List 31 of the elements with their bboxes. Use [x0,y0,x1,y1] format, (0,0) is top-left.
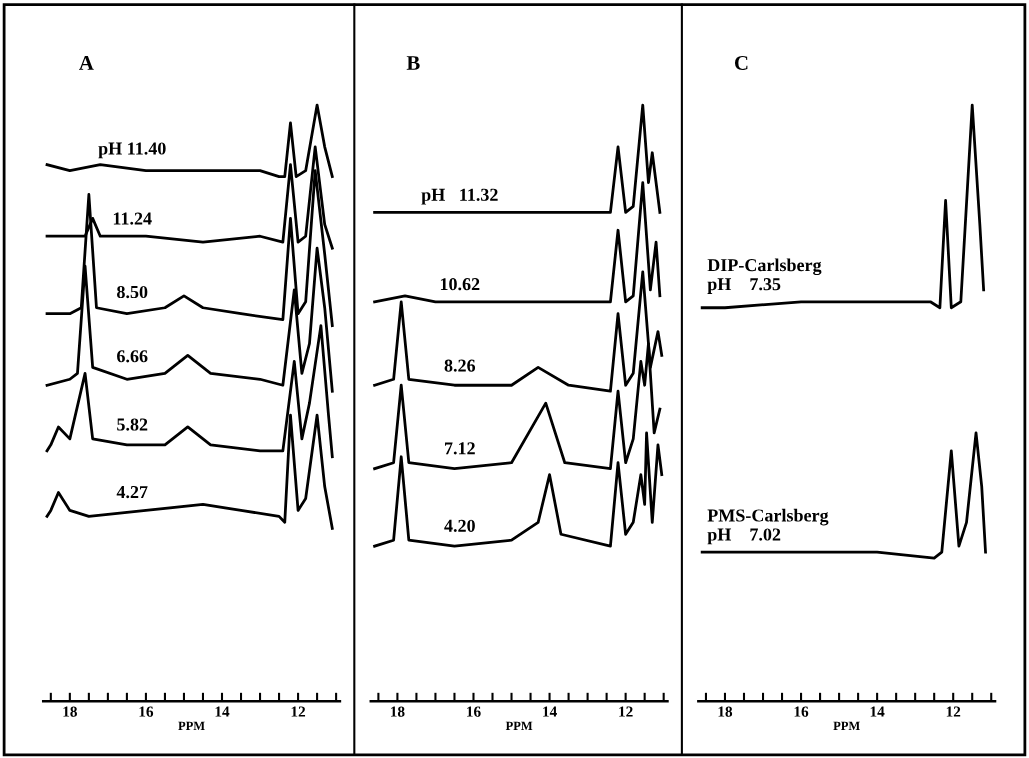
series-label: 4.27 [116,486,148,499]
x-tick-label: 14 [543,706,557,717]
series-label: DIP-Carlsberg pH 7.35 [707,258,822,294]
x-axis-title: PPM [833,721,860,730]
x-tick-label: 14 [215,706,230,717]
series-label: 11.24 [113,212,152,225]
chart-title: A [79,56,94,70]
x-tick-label: 18 [718,706,733,717]
series-label: 8.26 [444,359,476,372]
series-label: pH 11.40 [98,142,166,159]
x-tick-label: 18 [63,706,77,717]
series-label: 7.12 [445,442,475,455]
series-label: 10.62 [440,278,480,291]
x-tick-label: 16 [139,706,154,717]
x-tick-label: 16 [794,706,809,717]
x-tick-label: 18 [391,706,405,717]
x-tick-label: 12 [291,706,306,717]
x-axis-title: PPM [178,721,205,730]
chart-title: B [406,56,420,70]
x-tick-label: 16 [467,706,481,717]
series-label: 5.82 [117,418,148,431]
x-tick-label: 12 [619,706,633,717]
x-tick-label: 12 [946,706,961,717]
series-label: PMS-Carlsberg pH 7.02 [707,508,829,545]
series-label: pH 11.32 [421,188,498,205]
x-tick-label: 14 [870,706,885,717]
series-label: 8.50 [117,285,148,299]
chart-title: C [734,55,748,70]
series-label: 4.20 [444,519,475,532]
x-axis-title: PPM [505,721,533,730]
series-label: 6.66 [117,350,148,363]
